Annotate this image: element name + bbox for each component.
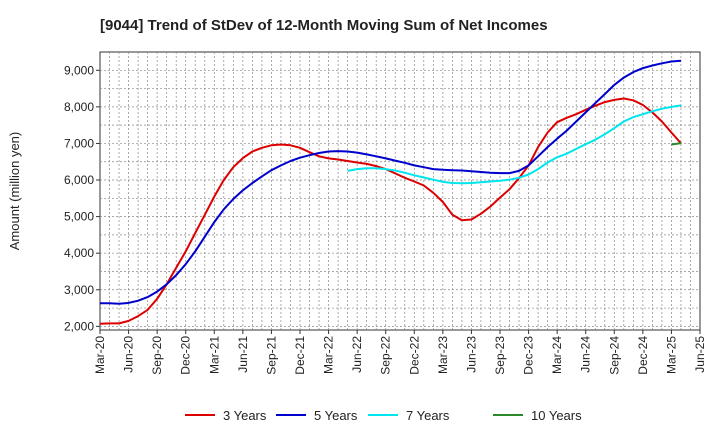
- x-tick-label: Jun-20: [122, 336, 136, 373]
- x-tick-label: Dec-21: [293, 336, 307, 375]
- x-tick-label: Mar-20: [93, 336, 107, 374]
- y-tick-labels: 2,000 3,000 4,000 5,000 6,000 7,000 8,000 9,000: [64, 63, 100, 333]
- x-tick-label: Jun-25: [693, 336, 707, 373]
- legend-label: 10 Years: [531, 408, 582, 423]
- plot-frame: [99, 51, 701, 331]
- x-tick-label: Dec-23: [522, 336, 536, 375]
- series-line-7-years: [347, 104, 682, 185]
- plot-area: [99, 51, 701, 331]
- x-tick-label: Sep-22: [379, 336, 393, 375]
- series-lines: [99, 59, 682, 325]
- x-tick-label: Mar-21: [207, 336, 221, 374]
- chart-title: [9044] Trend of StDev of 12-Month Moving…: [100, 17, 548, 34]
- x-tick-label: Dec-22: [407, 336, 421, 375]
- x-tick-label: Jun-24: [579, 336, 593, 373]
- legend-label: 7 Years: [406, 408, 450, 423]
- y-tick-label: 6,000: [64, 173, 94, 187]
- y-tick-label: 9,000: [64, 63, 94, 77]
- grid: [100, 52, 700, 330]
- x-tick-label: Mar-23: [436, 336, 450, 374]
- series-line-5-years: [100, 59, 682, 305]
- x-tick-label: Sep-20: [150, 336, 164, 375]
- legend-label: 3 Years: [223, 408, 267, 423]
- x-tick-label: Sep-21: [264, 336, 278, 375]
- legend: 3 Years 5 Years 7 Years 10 Years: [185, 408, 582, 423]
- y-axis-label: Amount (million yen): [7, 132, 22, 251]
- y-tick-label: 3,000: [64, 283, 94, 297]
- x-tick-label: Mar-25: [664, 336, 678, 374]
- x-tick-labels: Mar-20 Jun-20 Sep-20 Dec-20 Mar-21 Jun-21 Sep-…: [93, 330, 707, 375]
- legend-label: 5 Years: [314, 408, 358, 423]
- y-tick-label: 7,000: [64, 136, 94, 150]
- y-tick-label: 8,000: [64, 100, 94, 114]
- x-tick-label: Jun-23: [464, 336, 478, 373]
- y-tick-label: 2,000: [64, 319, 94, 333]
- y-tick-label: 5,000: [64, 210, 94, 224]
- x-tick-label: Mar-22: [322, 336, 336, 374]
- series-line-3-years: [99, 97, 682, 325]
- x-tick-label: Jun-21: [236, 336, 250, 373]
- x-tick-label: Mar-24: [550, 336, 564, 374]
- x-tick-label: Dec-24: [636, 336, 650, 375]
- x-tick-label: Jun-22: [350, 336, 364, 373]
- y-tick-label: 4,000: [64, 246, 94, 260]
- x-tick-label: Dec-20: [179, 336, 193, 375]
- series-line-10-years: [671, 142, 682, 146]
- x-tick-label: Sep-24: [607, 336, 621, 375]
- x-tick-label: Sep-23: [493, 336, 507, 375]
